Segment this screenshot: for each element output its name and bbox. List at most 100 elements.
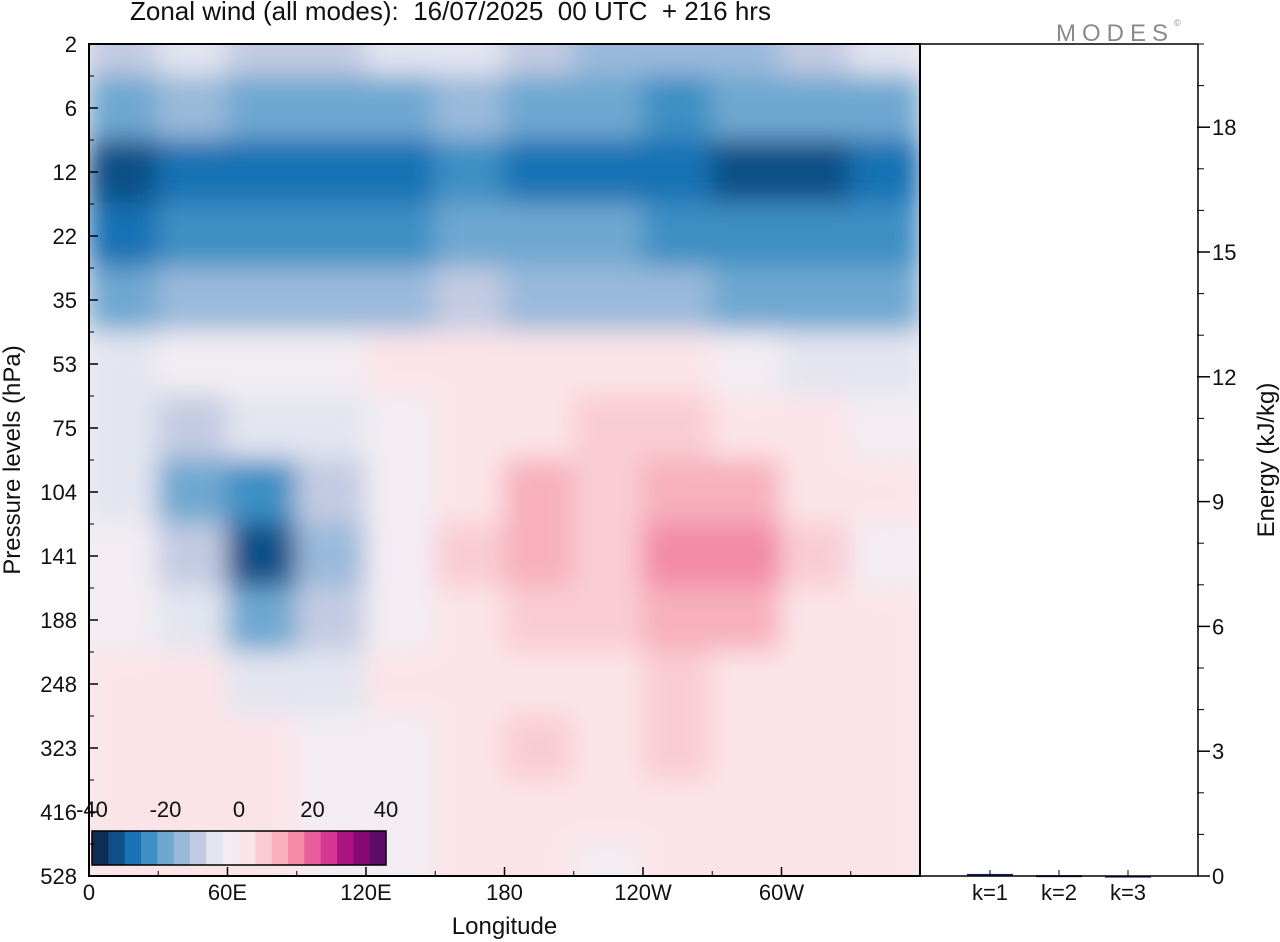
colorbar-tick-label: 40 <box>374 797 398 822</box>
heatmap-cell <box>89 75 160 141</box>
colorbar-swatch <box>173 831 191 865</box>
heatmap-cell <box>572 75 645 141</box>
heatmap-cell <box>642 75 714 141</box>
heatmap-cell <box>89 331 160 397</box>
heatmap-cell <box>642 523 714 589</box>
heatmap-cell <box>434 651 506 717</box>
heatmap-cell <box>572 651 645 717</box>
heatmap-cell <box>642 459 714 525</box>
colorbar-swatch <box>239 831 256 865</box>
x-tick-label: 180 <box>486 880 523 905</box>
heatmap-cell <box>295 75 368 141</box>
axes <box>88 43 1210 877</box>
heatmap-cell <box>434 779 506 845</box>
heatmap-cell <box>295 267 368 333</box>
heatmap-cell <box>780 139 852 205</box>
x-tick-label: 120E <box>340 880 391 905</box>
heatmap-cell <box>89 459 160 525</box>
heatmap-cell <box>226 75 298 141</box>
heatmap-cell <box>365 331 437 397</box>
heatmap-cell <box>434 395 506 461</box>
colorbar-swatch <box>271 831 289 865</box>
heatmap-cell <box>780 587 852 653</box>
x-tick-label: 60E <box>208 880 247 905</box>
heatmap-cell <box>711 459 783 525</box>
heatmap-cell <box>780 267 852 333</box>
heatmap-cell <box>780 44 852 77</box>
heatmap-cell <box>849 139 920 205</box>
heatmap-cell <box>503 203 575 269</box>
heatmap-cell <box>849 331 920 397</box>
heatmap-cell <box>572 715 645 781</box>
heatmap-cell <box>157 44 229 77</box>
energy-category-label: k=2 <box>1041 880 1077 905</box>
y-tick-label: 188 <box>40 608 77 633</box>
heatmap-cell <box>89 44 160 77</box>
y-tick-label: 75 <box>53 416 77 441</box>
x-tick-label: 60W <box>759 880 804 905</box>
heatmap-cell <box>780 395 852 461</box>
y-axis-label: Pressure levels (hPa) <box>0 345 26 574</box>
heatmap-cell <box>780 523 852 589</box>
heatmap-cell <box>157 395 229 461</box>
heatmap-cell <box>711 715 783 781</box>
heatmap-cell <box>365 139 437 205</box>
heatmap-cell <box>89 203 160 269</box>
heatmap-cell <box>434 459 506 525</box>
heatmap-cell <box>849 523 920 589</box>
colorbar-swatch <box>157 831 175 865</box>
heatmap-cell <box>434 843 506 876</box>
y-tick-label: 528 <box>40 864 77 889</box>
heatmap-cell <box>503 715 575 781</box>
heatmap-cell <box>503 587 575 653</box>
heatmap-cell <box>226 267 298 333</box>
y-tick-label: 53 <box>53 352 77 377</box>
heatmap-cell <box>711 139 783 205</box>
heatmap-cell <box>503 395 575 461</box>
x-tick-label: 120W <box>614 880 672 905</box>
heatmap-cell <box>503 459 575 525</box>
colorbar-border <box>91 830 387 866</box>
colorbar-swatch <box>304 831 322 865</box>
heatmap-cell <box>711 331 783 397</box>
chart-title: Zonal wind (all modes): 16/07/2025 00 UT… <box>130 0 771 26</box>
heatmap-cell <box>434 44 506 77</box>
y-tick-label: 323 <box>40 736 77 761</box>
heatmap-cell <box>642 843 714 876</box>
heatmap-cell <box>295 331 368 397</box>
heatmap-cell <box>642 267 714 333</box>
heatmap-cell <box>572 203 645 269</box>
heatmap-cell <box>89 267 160 333</box>
heatmap-cell <box>434 715 506 781</box>
heatmap-cell <box>365 75 437 141</box>
heatmap-cell <box>157 331 229 397</box>
heatmap-cell <box>365 459 437 525</box>
heatmap-cell <box>89 715 160 781</box>
heatmap-cell <box>157 75 229 141</box>
colorbar-swatch <box>206 831 224 865</box>
colorbar-tick-label: -20 <box>150 797 182 822</box>
heatmap-cell <box>157 715 229 781</box>
heatmap-cell <box>157 523 229 589</box>
heatmap-cell <box>780 779 852 845</box>
heatmap-cell <box>849 651 920 717</box>
heatmap-cell <box>503 651 575 717</box>
heatmap-cell <box>226 715 298 781</box>
heatmap-cell <box>711 267 783 333</box>
heatmap-cell <box>365 395 437 461</box>
energy-tick-label: 6 <box>1212 614 1224 639</box>
heatmap-cell <box>434 523 506 589</box>
heatmap-cell <box>849 75 920 141</box>
colorbar-swatch <box>222 831 240 865</box>
heatmap-cell <box>711 843 783 876</box>
heatmap-cell <box>780 203 852 269</box>
heatmap-cell <box>503 331 575 397</box>
heatmap-cell <box>849 267 920 333</box>
y-tick-label: 6 <box>65 96 77 121</box>
heatmap-cell <box>711 779 783 845</box>
heatmap-cell <box>642 139 714 205</box>
heatmap-cell <box>711 203 783 269</box>
heatmap-cell <box>711 523 783 589</box>
